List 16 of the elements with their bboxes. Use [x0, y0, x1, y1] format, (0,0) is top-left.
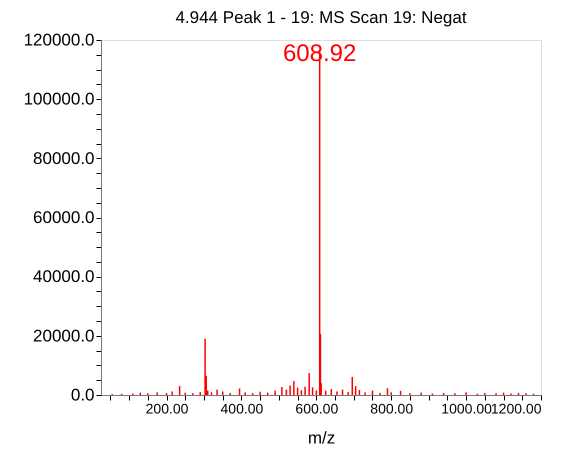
y-tick-label: 120000.0: [24, 30, 94, 50]
x-tick-label: 200.00: [146, 400, 189, 416]
y-tick-label: 80000.0: [33, 148, 94, 168]
x-axis-title: m/z: [308, 428, 336, 448]
y-tick-label: 40000.0: [33, 267, 94, 286]
y-tick-label: 60000.0: [33, 208, 94, 227]
x-tick-label: 600.00: [295, 400, 338, 416]
x-tick-label: 800.00: [370, 400, 414, 416]
x-tick-label: 1200.00: [490, 400, 542, 416]
annotation: 608.92: [282, 40, 356, 68]
y-tick-label: 20000.0: [33, 326, 94, 346]
x-tick-label: 400.00: [220, 400, 264, 416]
x-tick-label: 1000.00: [441, 400, 492, 416]
y-tick-label: 0.0: [70, 386, 94, 404]
y-tick-label: 100000.0: [24, 90, 94, 109]
chart-title: 4.944 Peak 1 - 19: MS Scan 19: Negat: [175, 8, 467, 27]
